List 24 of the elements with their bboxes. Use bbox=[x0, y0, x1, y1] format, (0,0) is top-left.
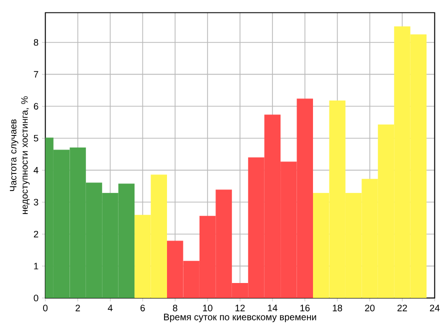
x-tick-label: 4 bbox=[108, 304, 113, 312]
y-axis-title: Частота случаев недоступности хостинга, % bbox=[10, 96, 30, 214]
x-tick-label: 10 bbox=[203, 304, 212, 312]
x-axis-title: Время суток по киевскому времени bbox=[164, 314, 316, 322]
x-tick-label: 18 bbox=[332, 304, 342, 312]
x-tick-label: 6 bbox=[140, 304, 145, 312]
x-tick-label: 24 bbox=[430, 304, 440, 312]
x-tick-label: 8 bbox=[172, 304, 178, 312]
x-tick-label: 14 bbox=[268, 304, 278, 312]
y-tick-label: 0 bbox=[34, 294, 38, 302]
y-tick-label: 8 bbox=[34, 39, 38, 46]
y-tick-label: 7 bbox=[34, 71, 38, 78]
y-tick-label: 5 bbox=[34, 134, 38, 142]
y-tick-label: 1 bbox=[34, 262, 38, 270]
x-tick-label: 22 bbox=[397, 304, 407, 312]
y-tick-label: 3 bbox=[34, 198, 38, 206]
x-tick-label: 0 bbox=[43, 304, 48, 312]
x-tick-label: 2 bbox=[76, 304, 80, 312]
y-tick-label: 6 bbox=[34, 102, 38, 110]
x-tick-label: 12 bbox=[236, 304, 245, 312]
y-tick-label: 2 bbox=[34, 230, 38, 238]
x-tick-label: 16 bbox=[300, 304, 310, 312]
y-tick-label: 4 bbox=[34, 166, 38, 174]
x-tick-label: 20 bbox=[365, 304, 375, 312]
